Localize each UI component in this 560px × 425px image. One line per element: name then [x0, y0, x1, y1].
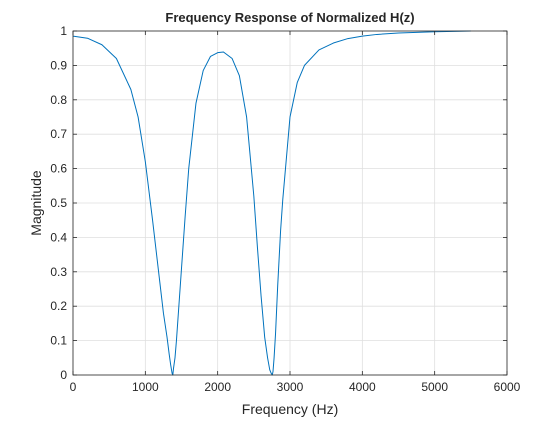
x-tick-label: 3000 [277, 380, 304, 394]
x-tick-label: 6000 [494, 380, 521, 394]
ticks [72, 30, 508, 376]
y-tick-label: 0 [60, 368, 67, 382]
x-tick-label: 4000 [349, 380, 376, 394]
x-axis-label: Frequency (Hz) [242, 401, 338, 417]
tick-labels: 0 1000 2000 3000 4000 5000 6000 0 0.1 0.2 0.3 0.4 0.… [50, 24, 520, 394]
y-tick-label: 0.4 [50, 230, 67, 244]
y-tick-label: 0.5 [50, 196, 67, 210]
y-axis-label: Magnitude [28, 170, 44, 236]
y-tick-label: 1 [60, 24, 67, 38]
y-tick-label: 0.9 [50, 58, 67, 72]
data-layer [72, 30, 471, 376]
x-tick-label: 5000 [421, 380, 448, 394]
y-tick-label: 0.6 [50, 162, 67, 176]
y-tick-label: 0.8 [50, 93, 67, 107]
y-tick-label: 0.7 [50, 127, 67, 141]
chart-title: Frequency Response of Normalized H(z) [165, 10, 414, 25]
y-tick-label: 0.2 [50, 299, 67, 313]
series-line-0 [72, 30, 471, 376]
y-tick-label: 0.3 [50, 265, 67, 279]
x-tick-label: 2000 [204, 380, 231, 394]
y-tick-label: 0.1 [50, 334, 67, 348]
x-tick-label: 0 [70, 380, 77, 394]
x-tick-label: 1000 [132, 380, 159, 394]
